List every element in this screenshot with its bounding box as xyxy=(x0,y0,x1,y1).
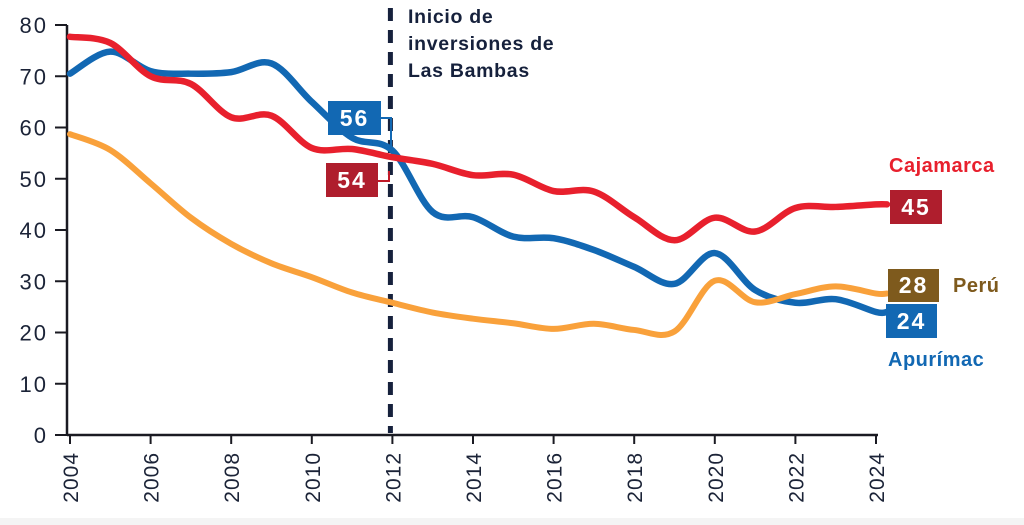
x-tick-label: 2018 xyxy=(624,452,647,503)
x-tick-label: 2014 xyxy=(463,452,486,503)
x-tick-label: 2024 xyxy=(866,452,889,503)
x-tick-label: 2004 xyxy=(60,452,83,503)
end-value-peru: 28 xyxy=(888,269,939,302)
series-label-apurimac: Apurímac xyxy=(888,349,985,371)
x-tick-label: 2020 xyxy=(705,452,728,503)
y-tick-label: 40 xyxy=(20,218,48,243)
event-annotation-las-bambas: Inicio de inversiones de Las Bambas xyxy=(408,6,555,82)
callout-leader-cajamarca xyxy=(378,171,390,182)
callout-apurimac-2012-value: 56 xyxy=(328,101,381,135)
y-tick-label: 10 xyxy=(20,372,48,397)
series-label-peru: Perú xyxy=(953,275,1000,297)
y-tick-label: 80 xyxy=(20,13,48,38)
callout-leader-apurimac xyxy=(381,117,392,149)
x-tick-label: 2016 xyxy=(544,452,567,503)
end-value-cajamarca: 45 xyxy=(890,190,942,224)
x-tick-label: 2022 xyxy=(785,452,808,503)
x-tick-label: 2008 xyxy=(221,452,244,503)
y-tick-label: 0 xyxy=(34,423,48,448)
end-value-apurimac: 24 xyxy=(886,304,937,338)
y-tick-label: 70 xyxy=(20,64,48,89)
y-tick-label: 50 xyxy=(20,167,48,192)
series-line-cajamarca xyxy=(66,33,891,244)
x-tick-label: 2012 xyxy=(382,452,405,503)
callout-cajamarca-2012-value: 54 xyxy=(326,163,378,197)
y-tick-label: 20 xyxy=(20,321,48,346)
bottom-strip xyxy=(0,518,1024,525)
y-tick-label: 60 xyxy=(20,116,48,141)
y-tick-label: 30 xyxy=(20,269,48,294)
series-line-apurimac xyxy=(66,48,891,317)
series-line-peru xyxy=(67,131,890,338)
x-tick-label: 2010 xyxy=(302,452,325,503)
x-tick-label: 2006 xyxy=(141,452,164,503)
series-label-cajamarca: Cajamarca xyxy=(889,155,995,177)
